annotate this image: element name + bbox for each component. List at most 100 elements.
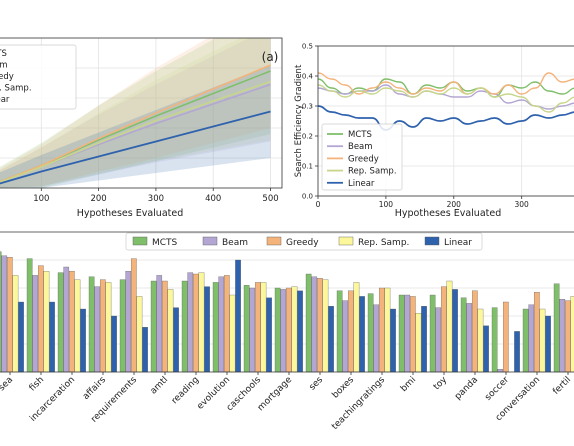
legend-label: Rep. Samp. [348, 167, 397, 177]
band-beam [0, 38, 271, 188]
chart-b-x-ticks: 0 100 200 300 [316, 196, 529, 209]
bar-linear-mortgage [297, 290, 303, 373]
bar-greedy-boxes [348, 290, 354, 373]
x-tick-label: 500 [262, 194, 278, 204]
chart-b-ylabel: Search Efficiency Gradient [294, 64, 304, 177]
chart-a-xlabel: Hypotheses Evaluated [77, 208, 184, 219]
legend-label: Greedy [286, 238, 319, 248]
bar-linear-bmi [421, 306, 427, 373]
series-line-linear [0, 110, 271, 185]
bar-beam-mortgage [280, 289, 287, 373]
legend-label: Rep. Samp. [358, 238, 409, 248]
bar-beam-amtl [156, 275, 163, 373]
bar-greedy-amtl [162, 280, 168, 373]
bar-linear-toy [452, 289, 458, 373]
chart-b-lines [318, 72, 574, 131]
x-tick-label: 300 [515, 200, 530, 209]
chart-a-panel-label: (a) [262, 50, 279, 64]
bar-mcts-affairs [88, 276, 95, 373]
bar-greedy-conversation [534, 292, 540, 373]
legend-label: Greedy [348, 154, 379, 164]
bar-linear-fish [49, 301, 55, 373]
bar-mcts-fertil [553, 283, 560, 373]
bar-linear-affairs [111, 315, 117, 373]
x-tick-label: ses [307, 375, 325, 393]
band-rep-samp [0, 38, 271, 188]
bar-rep-samp-conversation [539, 308, 546, 373]
bar-greedy-caschools [255, 282, 261, 373]
bar-beam-panda [466, 303, 473, 373]
bar-greedy-reading [193, 273, 199, 373]
x-tick-label: 300 [148, 194, 164, 204]
x-tick-label: fertil [551, 375, 573, 397]
bar-rep-samp-mortgage [291, 286, 298, 373]
series-line-mcts [318, 78, 574, 98]
bar-linear-evolution [235, 259, 241, 373]
chart-b-y-ticks: 0.0 0.1 0.2 0.3 0.4 0.5 [302, 43, 318, 201]
legend-label: Linear [348, 179, 375, 189]
chart-b-frame [317, 45, 574, 197]
bar-beam-conversation [528, 304, 535, 373]
x-tick-label: panda [453, 375, 480, 402]
bar-mcts-teachingratings [367, 293, 374, 373]
bar-mcts-boxes [336, 290, 343, 373]
x-tick-label: affairs [81, 375, 108, 402]
bar-greedy-incarceration [69, 271, 75, 373]
x-tick-label: mortgage [256, 375, 294, 413]
x-tick-label: 400 [205, 194, 221, 204]
legend-label: Linear [0, 95, 10, 105]
legend-swatch [132, 236, 148, 246]
bar-rep-samp-ses [322, 279, 329, 373]
bar-rep-samp-reading [198, 272, 205, 373]
bar-linear-requirements [142, 327, 148, 373]
chart-a-frame [0, 37, 283, 189]
chart-a-grid [0, 38, 282, 188]
bar-mcts-toy [429, 294, 436, 373]
chart-b-legend: MCTS Beam Greedy Rep. Samp. Linear [321, 123, 403, 191]
bar-rep-samp-incarceration [74, 279, 81, 373]
bar-mcts-mortgage [274, 287, 281, 373]
bar-rep-samp-panda [477, 308, 484, 373]
bar-beam-toy [435, 307, 442, 373]
legend-label: Beam [222, 238, 248, 248]
series-line-greedy [0, 64, 271, 183]
chart-a-lines [0, 64, 271, 185]
bar-linear-teachingratings [390, 308, 396, 373]
bar-mcts-soccer [491, 307, 498, 373]
bar-linear-amtl [173, 307, 179, 373]
x-tick-label: 0 [316, 200, 321, 209]
x-tick-label: 100 [33, 194, 49, 204]
bar-rep-samp-sea [12, 275, 19, 373]
bar-beam-boxes [342, 300, 349, 373]
series-line-linear [318, 105, 574, 131]
bar-rep-samp-fish [43, 271, 50, 373]
bar-rep-samp-bmi [415, 313, 422, 373]
y-tick-label: 0.2 [302, 133, 313, 141]
bar-mcts-fish [26, 258, 33, 373]
bar-rep-samp-amtl [167, 289, 174, 373]
legend-swatch [266, 236, 282, 246]
bar-mcts-amtl [150, 280, 157, 373]
x-tick-label: amtl [149, 375, 170, 396]
bar-beam-evolution [218, 276, 225, 373]
bar-beam-ses [311, 276, 318, 373]
bar-beam-fertil [559, 299, 566, 373]
series-line-rep-samp [0, 80, 271, 183]
x-tick-label: 100 [379, 200, 394, 209]
bar-linear-reading [204, 286, 210, 373]
legend-label: MCTS [0, 49, 7, 59]
bar-beam-incarceration [63, 266, 70, 373]
bar-linear-boxes [359, 296, 365, 373]
bar-greedy-fertil [565, 300, 571, 373]
bar-beam-affairs [94, 286, 101, 373]
x-tick-label: boxes [331, 375, 357, 401]
bar-greedy-affairs [100, 279, 106, 373]
bar-linear-sea [18, 301, 24, 373]
bar-mcts-caschools [243, 285, 250, 373]
bar-beam-reading [187, 272, 194, 373]
chart-b: 0.0 0.1 0.2 0.3 0.4 0.5 0 100 200 300 Hypotheses… [294, 43, 574, 219]
bar-greedy-requirements [131, 258, 137, 373]
legend-label: Rep. Samp. [0, 84, 32, 94]
